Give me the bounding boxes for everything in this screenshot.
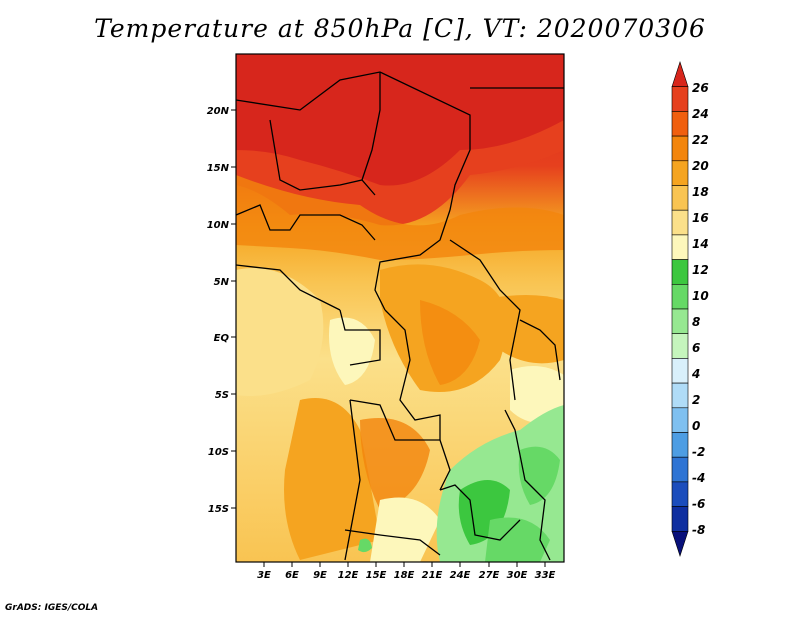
colorbar-label: 22 [692, 133, 709, 147]
colorbar-label: 2 [692, 393, 700, 407]
colorbar-segment [671, 407, 689, 433]
lon-tick-label: 33E [535, 570, 556, 581]
colorbar-segment [671, 234, 689, 260]
lat-tick-label: 10S [208, 447, 229, 458]
lat-tick-label: 10N [207, 220, 230, 231]
colorbar-segment [671, 432, 689, 458]
colorbar-labels: 26 24 22 20 18 16 14 12 10 8 6 4 2 0 -2 … [691, 81, 709, 537]
colorbar-label: 18 [692, 185, 709, 199]
lon-tick-label: 3E [257, 570, 271, 581]
map-title: Temperature at 850hPa [C], VT: 202007030… [94, 14, 706, 43]
colorbar-segment [671, 308, 689, 335]
colorbar-label: 16 [692, 211, 709, 225]
lat-tick-label: 15S [208, 504, 229, 515]
colorbar-segment [671, 135, 689, 162]
colorbar-segment [671, 259, 689, 285]
lat-tick-label: 20N [207, 106, 230, 117]
lon-tick-label: 27E [479, 570, 500, 581]
colorbar-label: -4 [692, 471, 705, 485]
lat-tick-label: EQ [214, 333, 230, 344]
colorbar-label: 12 [692, 263, 709, 277]
lat-tick-label: 5S [215, 390, 229, 401]
lon-tick-label: 30E [507, 570, 528, 581]
colorbar-segment [671, 481, 689, 507]
colorbar [671, 61, 689, 557]
temperature-field [236, 54, 564, 562]
colorbar-segment [671, 61, 689, 87]
lon-axis: 3E 6E 9E 12E 15E 18E 21E 24E 27E 30E 33E [257, 562, 556, 581]
map-frame [235, 53, 565, 563]
lat-axis: 20N 15N 10N 5N EQ 5S 10S 15S [207, 106, 236, 515]
colorbar-label: 10 [692, 289, 709, 303]
colorbar-label: 4 [691, 367, 700, 381]
lon-tick-label: 6E [285, 570, 299, 581]
lon-tick-label: 15E [366, 570, 387, 581]
colorbar-label: 6 [692, 341, 700, 355]
colorbar-segment [671, 333, 689, 359]
colorbar-segment [671, 111, 689, 137]
lon-tick-label: 9E [313, 570, 327, 581]
colorbar-segment [671, 185, 689, 211]
colorbar-label: 24 [692, 107, 709, 121]
colorbar-segment [671, 456, 689, 483]
colorbar-segment [671, 209, 689, 236]
lon-tick-label: 21E [422, 570, 443, 581]
colorbar-segment [671, 160, 689, 186]
colorbar-label: 0 [692, 419, 700, 433]
grads-credit: GrADS: IGES/COLA [5, 603, 99, 613]
colorbar-label: 26 [692, 81, 709, 95]
lat-tick-label: 5N [214, 277, 230, 288]
colorbar-label: 20 [692, 159, 709, 173]
colorbar-label: -6 [692, 497, 705, 511]
colorbar-segment [671, 382, 689, 409]
lon-tick-label: 12E [338, 570, 359, 581]
colorbar-segment [671, 358, 689, 384]
colorbar-segment [671, 86, 689, 112]
colorbar-segment [671, 530, 689, 557]
colorbar-label: -2 [692, 445, 705, 459]
lon-tick-label: 24E [450, 570, 471, 581]
colorbar-label: -8 [692, 523, 705, 537]
lon-tick-label: 18E [394, 570, 415, 581]
colorbar-segment [671, 506, 689, 532]
country-borders [236, 71, 564, 561]
colorbar-label: 14 [692, 237, 709, 251]
colorbar-segment [671, 283, 689, 310]
lat-tick-label: 15N [207, 163, 230, 174]
colorbar-label: 8 [692, 315, 700, 329]
